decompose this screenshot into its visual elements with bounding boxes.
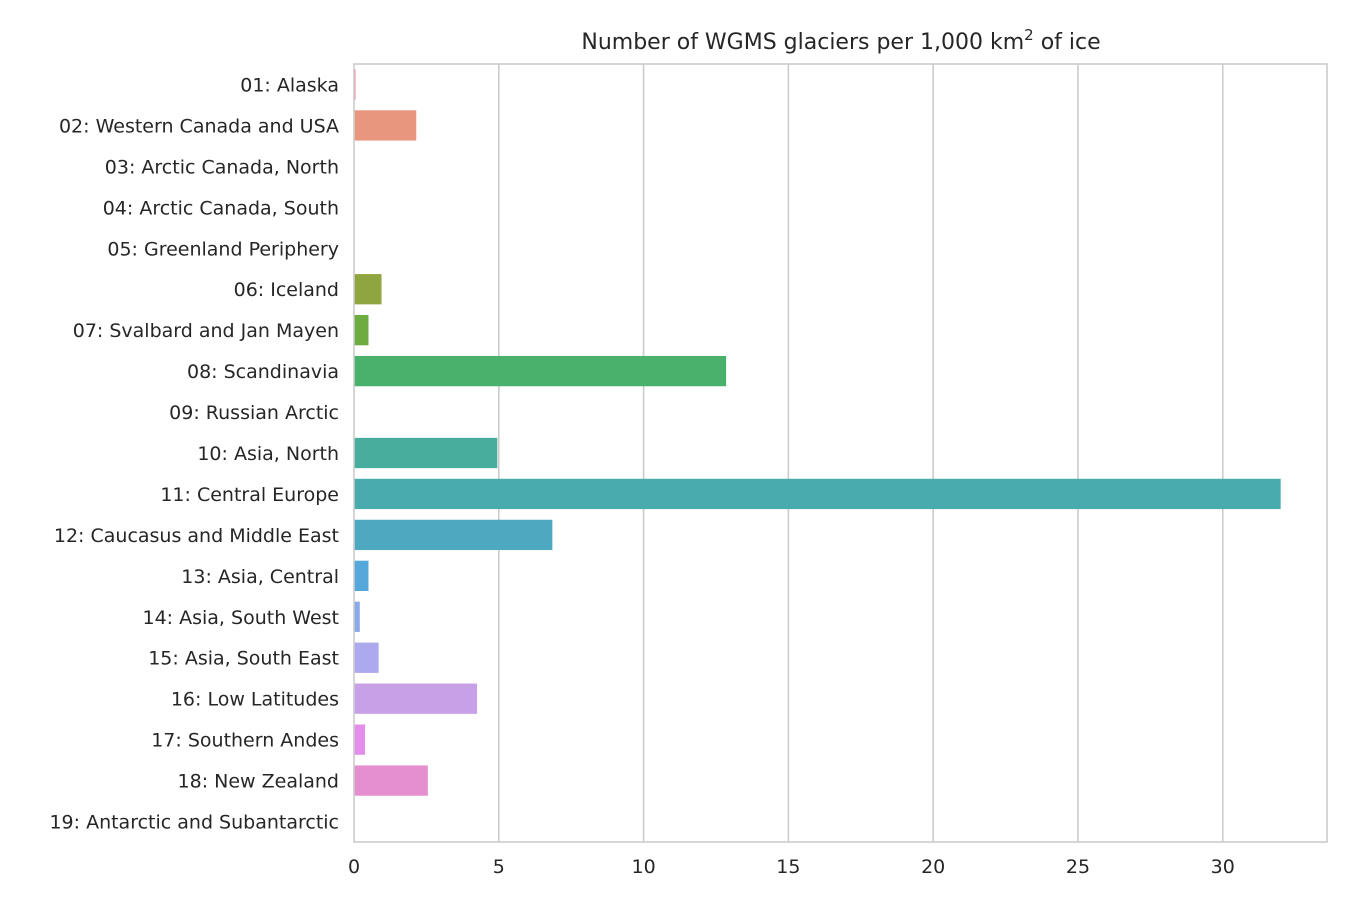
bar	[354, 519, 553, 551]
bar	[354, 478, 1281, 510]
bar	[354, 315, 369, 346]
category-label: 06: Iceland	[234, 279, 339, 301]
x-tick-label: 20	[921, 856, 945, 878]
category-label: 09: Russian Arctic	[169, 402, 339, 424]
category-label: 07: Svalbard and Jan Mayen	[73, 320, 339, 342]
x-tick-labels: 0 5 10 15 20 25 30	[348, 856, 1235, 878]
chart-title-main: Number of WGMS glaciers per 1,000 km	[581, 30, 1024, 55]
category-label: 18: New Zealand	[178, 771, 339, 793]
x-tick-label: 25	[1066, 856, 1090, 878]
chart-title-superscript: 2	[1024, 26, 1034, 44]
category-label: 03: Arctic Canada, North	[105, 156, 339, 178]
bar	[354, 642, 379, 673]
bar	[354, 274, 382, 305]
bar	[354, 724, 366, 755]
bar	[354, 683, 478, 714]
category-label: 11: Central Europe	[160, 484, 339, 506]
x-tick-label: 15	[776, 856, 800, 878]
category-label: 04: Arctic Canada, South	[103, 197, 339, 219]
category-label: 13: Asia, Central	[181, 566, 339, 588]
x-tick-label: 5	[493, 856, 505, 878]
category-label: 02: Western Canada and USA	[59, 115, 339, 137]
category-labels: 01: Alaska 02: Western Canada and USA 03: …	[49, 74, 339, 833]
x-tick-label: 10	[631, 856, 655, 878]
category-label: 14: Asia, South West	[143, 607, 340, 629]
bar	[354, 601, 360, 632]
x-tick-label: 30	[1211, 856, 1235, 878]
bar	[354, 110, 417, 141]
bars	[354, 69, 1281, 796]
x-tick-label: 0	[348, 856, 360, 878]
category-label: 08: Scandinavia	[187, 361, 339, 383]
category-label: 15: Asia, South East	[148, 648, 339, 670]
chart-title-suffix: of ice	[1034, 30, 1101, 55]
category-label: 12: Caucasus and Middle East	[54, 525, 339, 547]
category-label: 01: Alaska	[240, 74, 339, 96]
category-label: 16: Low Latitudes	[171, 689, 339, 711]
grid-lines	[497, 64, 1224, 842]
category-label: 05: Greenland Periphery	[107, 238, 339, 260]
bar	[354, 355, 727, 387]
category-label: 10: Asia, North	[197, 443, 339, 465]
bar	[354, 437, 498, 469]
category-label: 17: Southern Andes	[151, 730, 339, 752]
chart-title: Number of WGMS glaciers per 1,000 km2 of…	[581, 26, 1100, 55]
bar	[354, 560, 369, 591]
plot-frame	[353, 63, 1328, 843]
bar	[354, 765, 428, 796]
category-label: 19: Antarctic and Subantarctic	[49, 812, 339, 834]
